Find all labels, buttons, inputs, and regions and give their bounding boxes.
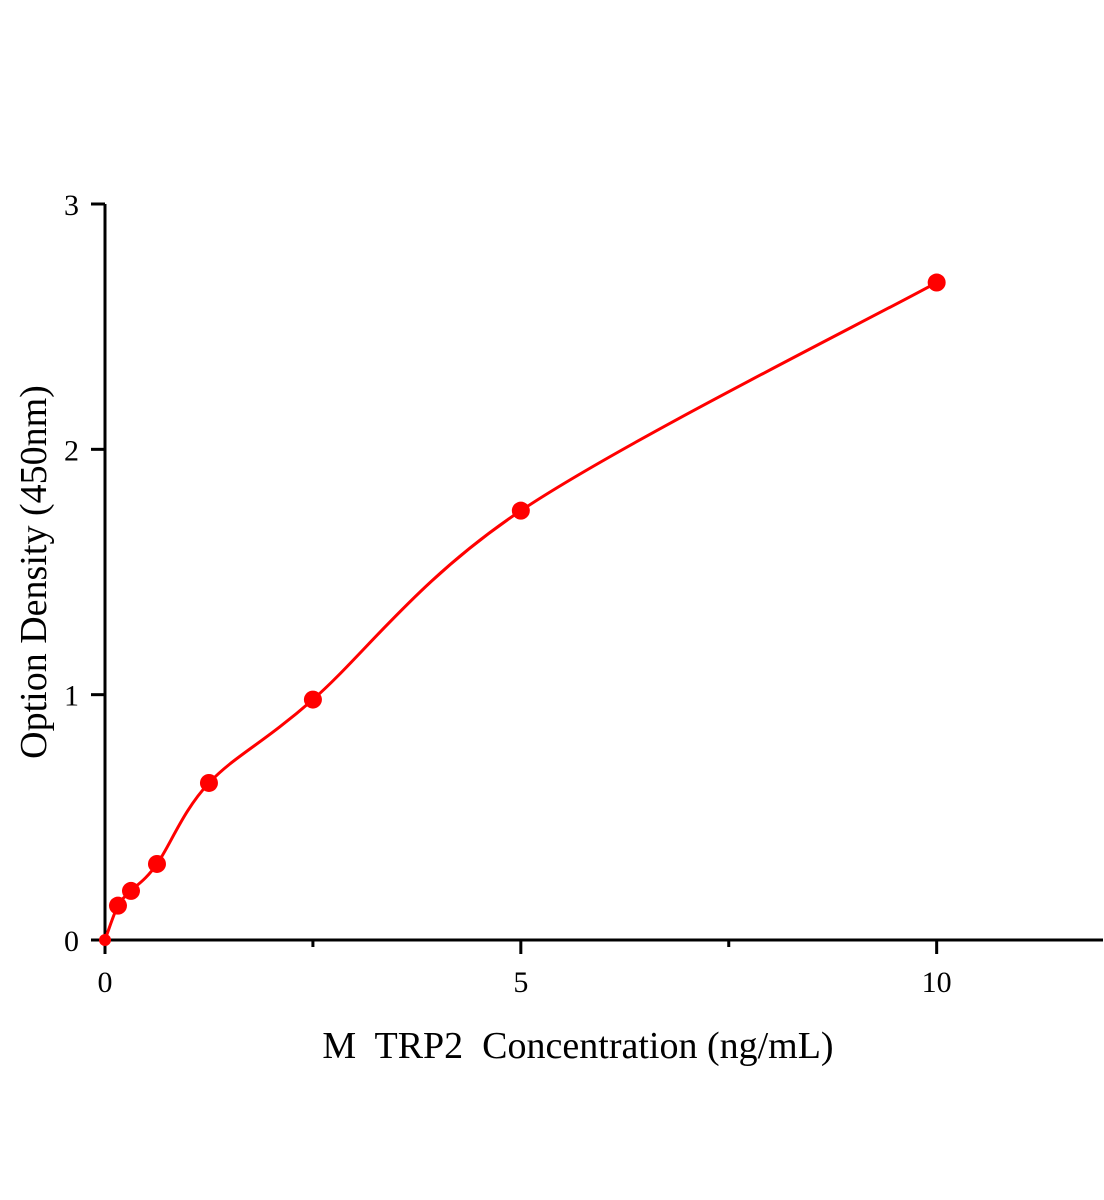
- y-tick-label: 1: [64, 680, 79, 713]
- data-point: [147, 854, 166, 873]
- fit-curve: [103, 281, 938, 941]
- data-point: [99, 934, 111, 946]
- data-point: [927, 273, 946, 292]
- y-tick-label: 2: [64, 434, 79, 467]
- data-point: [303, 690, 322, 709]
- y-tick-label: 0: [64, 925, 79, 958]
- axes: 0 5 10 0 1 2 3: [64, 189, 1103, 999]
- x-tick-label: 5: [513, 966, 528, 999]
- data-point: [121, 881, 140, 900]
- x-axis-label: M TRP2 Concentration (ng/mL): [322, 1025, 833, 1067]
- data-points: [99, 273, 946, 946]
- y-axis-label: Option Density (450nm): [13, 385, 55, 759]
- y-tick-label: 3: [64, 189, 79, 222]
- x-tick-label: 0: [98, 966, 113, 999]
- data-point: [108, 896, 127, 915]
- x-tick-label: 10: [922, 966, 952, 999]
- data-point: [199, 773, 218, 792]
- data-point: [511, 501, 530, 520]
